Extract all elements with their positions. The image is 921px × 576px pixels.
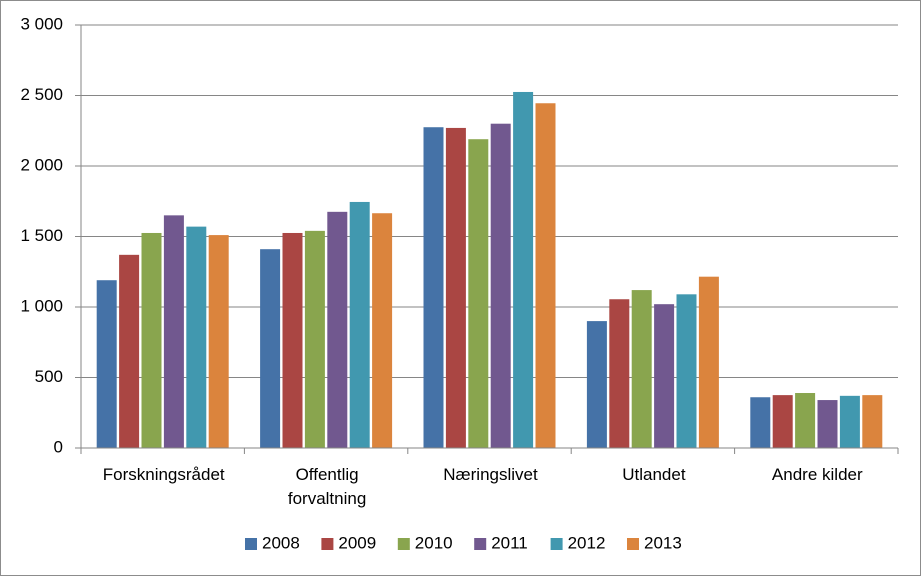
legend-swatch [474,538,487,550]
y-tick-label: 0 [54,437,63,456]
bar [96,280,117,448]
x-tick-label: Forskningsrådet [102,465,225,484]
x-tick-label: Offentlig forvaltning [287,465,367,508]
legend-label: 2009 [338,533,376,552]
bar [609,299,630,448]
y-tick-label: 3 000 [20,14,63,33]
x-tick-label: Utlandet [622,465,686,484]
bar [141,232,162,448]
legend-swatch [627,538,639,550]
bar [260,249,281,448]
legend-swatch [550,538,563,550]
bar [631,290,652,448]
legend-swatch [245,538,257,550]
y-tick-label: 500 [35,367,63,386]
legend-label: 2008 [262,533,300,552]
bar [468,139,489,448]
bar [513,91,534,448]
bar [795,393,816,448]
x-tick-label: Næringslivet [443,465,538,484]
bar [208,235,229,448]
bar [586,321,607,448]
bar [750,397,771,448]
y-tick-label: 2 500 [20,85,63,104]
bar [862,395,883,448]
bar [304,230,325,448]
bar [817,400,838,448]
x-tick-label: Andre kilder [771,465,863,484]
bar [327,211,348,448]
bar [772,395,793,448]
bar [423,127,444,448]
legend-swatch [397,538,410,550]
bar [839,395,860,448]
bar [676,294,697,448]
bar [163,215,184,448]
bar [445,127,466,449]
bar [698,276,719,448]
y-tick-label: 2 000 [20,155,63,174]
legend-label: 2010 [415,533,453,552]
legend-label: 2012 [568,533,606,552]
bar [490,123,511,448]
bar [535,103,556,448]
bar [119,254,140,448]
legend-swatch [321,538,334,550]
bar [186,226,207,448]
legend-label: 2011 [491,533,528,552]
y-tick-label: 1 000 [20,296,63,315]
bar [349,201,370,448]
bar [654,304,675,448]
y-tick-label: 1 500 [20,226,63,245]
legend-label: 2013 [644,533,682,552]
bar [372,213,393,448]
bar [282,232,303,448]
